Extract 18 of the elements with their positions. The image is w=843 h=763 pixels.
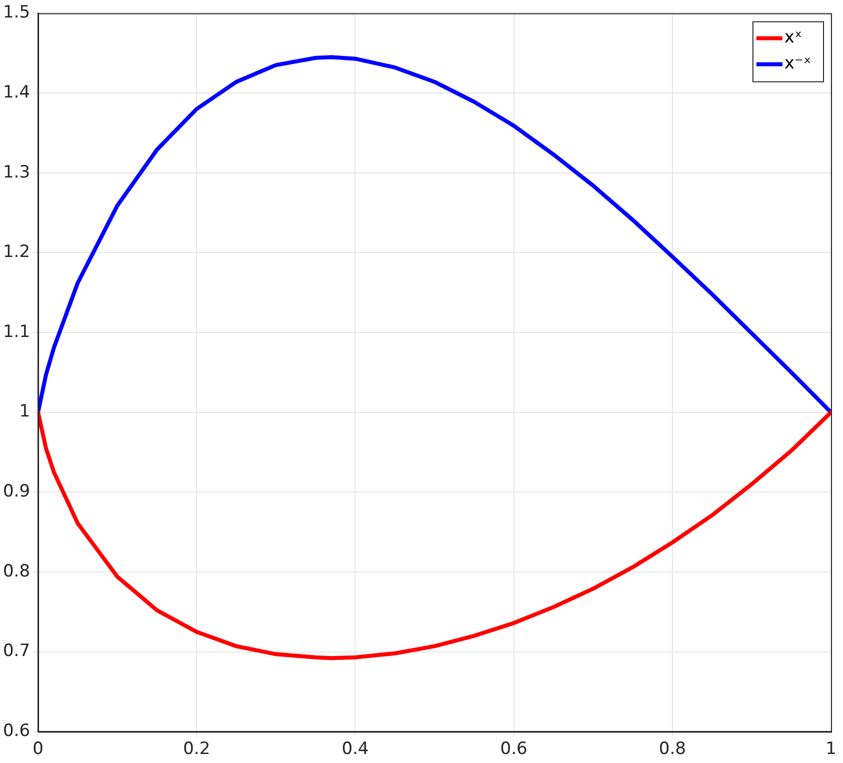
y-tick-label: 0.6 <box>2 721 30 742</box>
legend-label: x⁻ˣ <box>784 54 812 74</box>
x-tick-label: 0.8 <box>658 739 686 760</box>
x-tick-label: 0.6 <box>500 739 528 760</box>
y-tick-label: 1.1 <box>2 322 30 342</box>
y-tick-label: 1.5 <box>2 2 30 23</box>
y-tick-label: 1.2 <box>2 242 30 262</box>
y-tick-label: 1.3 <box>2 162 30 182</box>
x-tick-label: 0 <box>32 739 44 760</box>
y-tick-label: 1 <box>19 402 30 422</box>
y-tick-label: 1.4 <box>2 82 30 102</box>
x-tick-label: 0.2 <box>183 739 210 760</box>
y-tick-label: 0.9 <box>2 482 30 502</box>
y-tick-label: 0.8 <box>2 561 30 582</box>
legend-label: xˣ <box>784 28 802 48</box>
x-tick-label: 1 <box>826 739 836 760</box>
x-tick-label: 0.4 <box>342 739 369 760</box>
y-tick-label: 0.7 <box>2 641 30 662</box>
